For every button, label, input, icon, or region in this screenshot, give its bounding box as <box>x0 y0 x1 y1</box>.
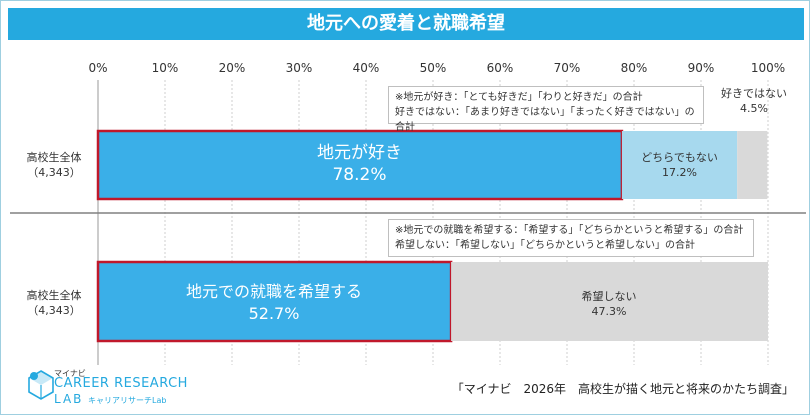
x-tick-label: 50% <box>420 61 447 75</box>
segment-label-want-local: 地元での就職を希望する 52.7% <box>98 281 450 325</box>
logo-lab-text: LAB <box>54 392 84 406</box>
bars <box>96 129 768 343</box>
row-label-1: 高校生全体 （4,343） <box>12 150 96 180</box>
segment-category: 好きではない <box>721 87 787 100</box>
segment-value: 17.2% <box>662 166 697 179</box>
segment-category: 地元が好き <box>317 143 402 163</box>
segment-label-neutral: どちらでもない 17.2% <box>622 150 737 180</box>
segment-category: 地元での就職を希望する <box>185 282 362 301</box>
x-tick-label: 70% <box>554 61 581 75</box>
note-line: ※地元での就職を希望する：「希望する」「どちらかというと希望する」の合計 <box>395 225 744 236</box>
note-box-2: ※地元での就職を希望する：「希望する」「どちらかというと希望する」の合計 希望し… <box>388 219 754 257</box>
x-tick-label: 60% <box>487 61 514 75</box>
row-label-2: 高校生全体 （4,343） <box>12 288 96 318</box>
segment-value: 47.3% <box>591 305 627 318</box>
segment-label-dislike: 好きではない 4.5% <box>712 86 796 116</box>
logo-sub-text: キャリアリサーチLab <box>88 396 167 405</box>
x-tick-label: 90% <box>688 61 715 75</box>
note-box-1: ※地元が好き：「とても好きだ」「わりと好きだ」の合計 好きではない：「あまり好き… <box>388 86 704 133</box>
bar-segment <box>621 131 738 199</box>
logo-brand: マイナビ <box>54 369 86 378</box>
x-tick-label: 80% <box>621 61 648 75</box>
note-line: 希望しない：「希望しない」「どちらかというと希望しない」の合計 <box>395 240 695 251</box>
note-line: 好きではない：「あまり好きではない」「まったく好きではない」の合計 <box>395 107 695 133</box>
segment-value: 78.2% <box>332 165 387 185</box>
x-tick-label: 20% <box>219 61 246 75</box>
x-tick-label: 10% <box>152 61 179 75</box>
logo-main-text: CAREER RESEARCH <box>54 376 188 391</box>
segment-value: 4.5% <box>740 102 768 115</box>
x-tick-label: 30% <box>286 61 313 75</box>
row-label-count: （4,343） <box>27 304 81 317</box>
chart-title: 地元への愛着と就職希望 <box>8 8 804 40</box>
x-tick-label: 100% <box>751 61 785 75</box>
segment-label-not-want: 希望しない 47.3% <box>451 289 767 319</box>
note-line: ※地元が好き：「とても好きだ」「わりと好きだ」の合計 <box>395 92 643 103</box>
segment-category: 希望しない <box>581 290 637 303</box>
row-label-name: 高校生全体 <box>26 151 82 164</box>
segment-label-like: 地元が好き 78.2% <box>98 142 621 186</box>
bar-segment <box>737 131 768 199</box>
segment-value: 52.7% <box>248 304 300 323</box>
career-research-lab-logo-icon <box>28 370 54 400</box>
segment-category: どちらでもない <box>641 151 718 164</box>
x-tick-label: 40% <box>353 61 380 75</box>
bar-segment <box>96 129 624 201</box>
x-tick-labels: 0% 10% 20% 30% 40% 50% 60% 70% 80% 90% 100% <box>88 61 785 75</box>
source-citation: 「マイナビ 2026年 高校生が描く地元と将来のかたち調査」 <box>451 382 794 396</box>
bar-segment <box>451 262 768 341</box>
row-label-count: （4,343） <box>27 166 81 179</box>
x-tick-label: 0% <box>88 61 107 75</box>
row-label-name: 高校生全体 <box>26 289 82 302</box>
